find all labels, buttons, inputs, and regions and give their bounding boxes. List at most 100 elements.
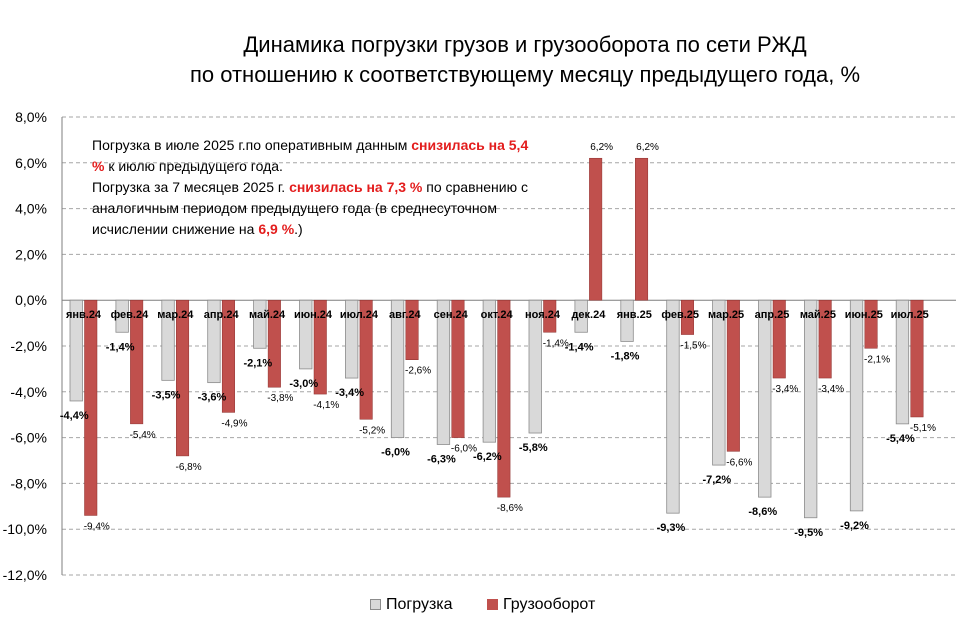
y-tick-label: 0,0% (15, 292, 47, 308)
category-label: авг.24 (389, 309, 422, 321)
y-tick-label: -8,0% (10, 475, 47, 491)
bar-loading (712, 299, 726, 466)
bar-loading (482, 299, 497, 443)
chart-title-line-2: по отношению к соответствующему месяцу п… (189, 62, 861, 87)
bar-loading (620, 299, 634, 342)
data-label-loading: -1,8% (611, 350, 640, 362)
data-label-turnover: -4,1% (313, 400, 339, 411)
data-label-loading: -3,5% (152, 389, 181, 401)
note-highlight: снизилась на 5,4 % (92, 137, 529, 174)
chart-title: Динамика погрузки грузов и грузооборота … (0, 30, 976, 90)
data-label-loading: -3,6% (198, 392, 227, 404)
bar-turnover (864, 299, 878, 349)
bar-loading (436, 299, 451, 445)
bar-turnover (726, 299, 740, 452)
bar-turnover (267, 299, 281, 388)
bar-turnover (221, 299, 235, 413)
bar-turnover (84, 299, 98, 516)
bar-loading (390, 299, 405, 439)
bar-turnover (772, 299, 786, 379)
data-label-turnover: -3,8% (267, 393, 293, 404)
data-label-turnover: -4,9% (221, 418, 247, 429)
category-label: апр.24 (204, 309, 240, 321)
bar-turnover (176, 299, 190, 457)
bar-loading (528, 299, 542, 434)
data-label-turnover: -9,4% (84, 521, 110, 532)
bar-loading (253, 299, 267, 349)
bar-turnover (635, 157, 649, 301)
legend-swatch-turnover (487, 599, 498, 610)
data-label-loading: -3,4% (335, 387, 364, 399)
bar-turnover (405, 299, 419, 360)
note-highlight: 6,9 % (258, 221, 295, 237)
data-label-loading: -1,4% (565, 341, 594, 353)
legend-label-turnover: Грузооборот (503, 596, 596, 613)
y-tick-label: 6,0% (15, 155, 47, 171)
data-label-loading: -2,1% (243, 357, 272, 369)
category-label: фев.25 (661, 309, 699, 321)
category-label: июн.24 (294, 309, 333, 321)
data-label-turnover: -2,6% (405, 366, 431, 377)
bar-turnover (130, 299, 144, 425)
category-label: июл.24 (340, 309, 379, 321)
category-label: апр.25 (755, 309, 790, 321)
category-label: сен.24 (434, 309, 469, 321)
data-label-loading: -9,2% (840, 520, 869, 532)
chart-title-line-1: Динамика погрузки грузов и грузооборота … (243, 32, 807, 57)
bar-turnover (451, 299, 465, 438)
data-label-turnover: -3,4% (818, 384, 844, 395)
y-tick-label: 8,0% (15, 109, 47, 125)
bar-loading (69, 299, 83, 402)
y-tick-label: -10,0% (3, 521, 47, 537)
data-label-loading: -5,4% (886, 433, 915, 445)
data-label-loading: -6,0% (381, 447, 410, 459)
data-label-loading: -8,6% (748, 506, 777, 518)
bar-loading (161, 299, 175, 381)
data-label-loading: -4,4% (60, 410, 89, 422)
category-label: мар.24 (157, 309, 194, 321)
bar-loading (344, 299, 359, 379)
note-text: по сравнению с аналогичным периодом пред… (92, 179, 528, 237)
bar-loading (758, 299, 772, 498)
data-label-turnover: 6,2% (636, 142, 659, 153)
data-label-loading: -7,2% (702, 474, 731, 486)
data-label-turnover: -5,4% (130, 430, 156, 441)
legend-swatch-loading (370, 599, 381, 610)
bar-turnover (497, 299, 511, 498)
category-label: фев.24 (111, 309, 150, 321)
data-label-loading: -5,8% (519, 442, 548, 454)
legend: Погрузка Грузооборот (0, 594, 976, 616)
bar-loading (299, 299, 313, 370)
bar-turnover (910, 299, 924, 418)
bar-loading (207, 299, 221, 384)
data-label-turnover: -3,4% (772, 384, 798, 395)
category-label: дек.24 (571, 309, 606, 321)
note-text: Погрузка в июле 2025 г.по оперативным да… (92, 137, 412, 153)
y-tick-label: 4,0% (15, 201, 47, 217)
bar-loading (849, 299, 864, 512)
category-label: май.24 (249, 309, 286, 321)
bar-turnover (543, 299, 557, 333)
data-label-turnover: 6,2% (590, 142, 613, 153)
bar-turnover (589, 157, 603, 301)
data-label-turnover: -2,1% (864, 354, 890, 365)
data-label-loading: -1,4% (106, 341, 135, 353)
data-label-turnover: -6,6% (726, 457, 752, 468)
y-tick-label: -12,0% (3, 567, 47, 583)
y-tick-label: -2,0% (10, 338, 47, 354)
bar-loading (574, 299, 588, 333)
bar-turnover (680, 299, 694, 335)
bar-turnover (359, 299, 373, 420)
note-text: .) (294, 221, 303, 237)
note-highlight: снизилась на 7,3 % (289, 179, 423, 195)
note-text: Погрузка за 7 месяцев 2025 г. (92, 179, 290, 195)
category-label: июл.25 (891, 309, 929, 321)
data-label-turnover: -8,6% (497, 503, 523, 514)
category-label: мар.25 (708, 309, 744, 321)
note-text: к июлю предыдущего года. (104, 158, 283, 174)
y-tick-label: 2,0% (15, 246, 47, 262)
category-label: окт.24 (481, 309, 514, 321)
data-label-loading: -9,5% (794, 527, 823, 539)
bar-loading (666, 299, 680, 514)
